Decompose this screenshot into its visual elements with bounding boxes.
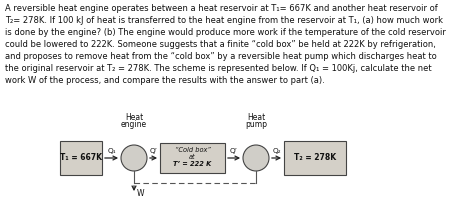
FancyBboxPatch shape: [60, 141, 102, 175]
Text: at: at: [189, 154, 196, 160]
Text: T₁ = 667K: T₁ = 667K: [60, 154, 102, 162]
Text: Heat: Heat: [125, 113, 143, 122]
Circle shape: [243, 145, 269, 171]
Circle shape: [121, 145, 147, 171]
Text: T’ = 222 K: T’ = 222 K: [173, 161, 211, 167]
Text: Q’: Q’: [149, 148, 157, 154]
Text: Q’: Q’: [230, 148, 238, 154]
Text: A reversible heat engine operates between a heat reservoir at T₁= 667K and anoth: A reversible heat engine operates betwee…: [5, 4, 446, 85]
Text: engine: engine: [121, 120, 147, 129]
Text: T₂ = 278K: T₂ = 278K: [294, 154, 336, 162]
Text: “Cold box”: “Cold box”: [174, 147, 210, 153]
Text: pump: pump: [245, 120, 267, 129]
Text: Heat: Heat: [247, 113, 265, 122]
FancyBboxPatch shape: [284, 141, 346, 175]
Text: Q₂: Q₂: [272, 148, 281, 154]
Text: Q₁: Q₁: [107, 148, 116, 154]
Text: W: W: [137, 189, 145, 199]
FancyBboxPatch shape: [160, 143, 225, 173]
